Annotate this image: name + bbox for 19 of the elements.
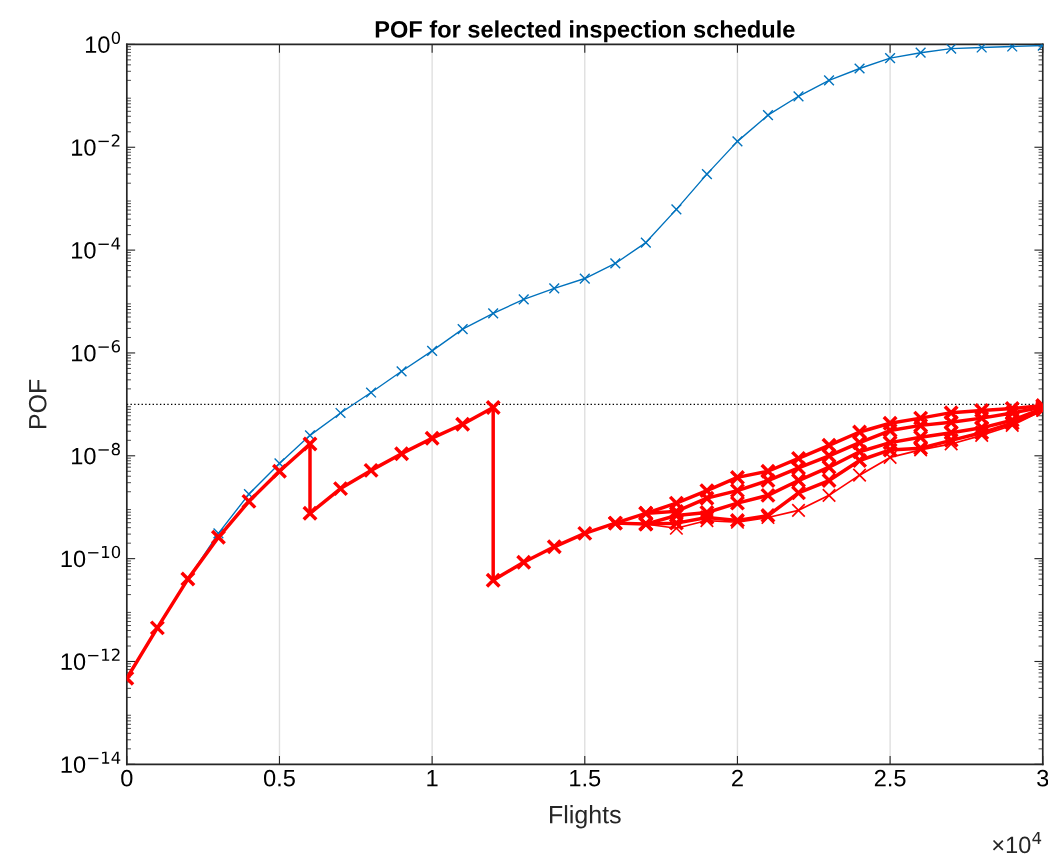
x-tick-label: 0.5 <box>263 769 295 787</box>
y-tick-label: 10$^{−2}$ <box>72 134 120 156</box>
y-tick-label: 10$^{0}$ <box>85 31 121 54</box>
x-tick-label: 1 <box>427 770 438 787</box>
x-tick-label: 2 <box>732 769 743 787</box>
x-axis-title: Flights <box>550 805 621 829</box>
x-tick-label: 1.5 <box>570 770 601 787</box>
x-tick-label: 0 <box>121 769 133 787</box>
y-tick-label: 10$^{−12}$ <box>61 648 120 671</box>
y-tick-label: 10$^{−4}$ <box>72 237 121 259</box>
x-tick-label: 2.5 <box>874 769 906 787</box>
chart-title: POF for selected inspection schedule <box>375 20 795 43</box>
y-tick-label: 10$^{−10}$ <box>61 545 121 568</box>
x-tick-label: 3 <box>1037 769 1048 787</box>
text: ×10$^{4}$ <box>992 831 1042 854</box>
y-axis-title: POF <box>28 379 47 429</box>
y-tick-label: 10$^{−14}$ <box>61 751 121 773</box>
y-tick-label: 10$^{−8}$ <box>72 442 120 465</box>
y-tick-label: 10$^{−6}$ <box>72 340 121 362</box>
